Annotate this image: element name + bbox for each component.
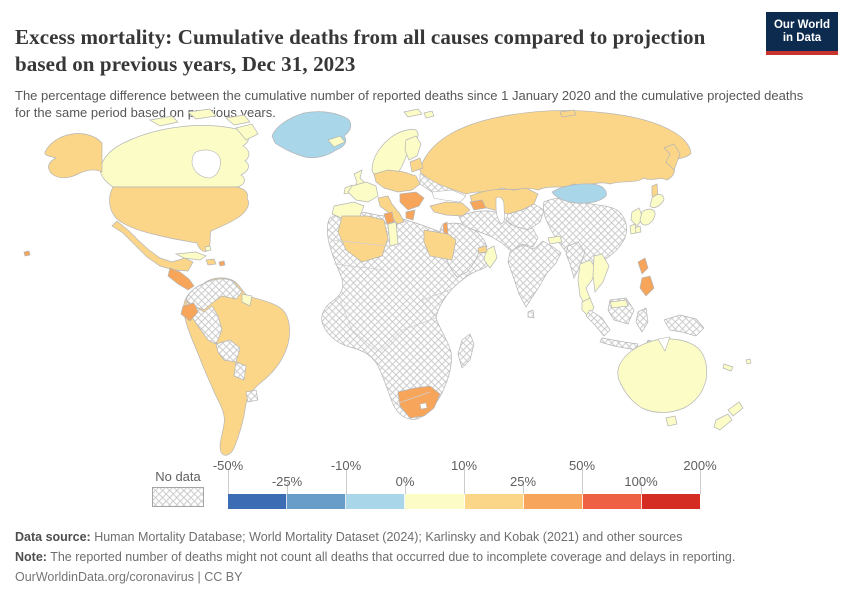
- region-finland[interactable]: [404, 135, 422, 161]
- region-philippines[interactable]: [637, 257, 655, 297]
- region-iran-afghanistan-pakistan[interactable]: [458, 210, 539, 252]
- region-greece[interactable]: [405, 209, 416, 221]
- legend-bin-3[interactable]: [405, 494, 465, 509]
- note-text: The reported number of deaths might not …: [46, 550, 736, 564]
- region-new-caledonia[interactable]: [722, 363, 734, 372]
- region-central-europe[interactable]: [373, 169, 421, 193]
- country-borders-overlay: [331, 225, 525, 405]
- caspian-sea: [495, 196, 505, 225]
- region-iceland[interactable]: [327, 135, 346, 148]
- region-balkans[interactable]: [399, 191, 425, 211]
- data-source-text: Human Mortality Database; World Mortalit…: [90, 530, 683, 544]
- region-ecuador[interactable]: [180, 302, 199, 322]
- region-thailand[interactable]: [577, 259, 597, 307]
- legend-bin-0[interactable]: [228, 494, 288, 509]
- region-guyana[interactable]: [241, 293, 253, 307]
- region-south-korea[interactable]: [630, 207, 644, 227]
- color-legend: -50% -25% -10% 0% 10% 25% 50% 100% 200%: [213, 458, 717, 510]
- legend-bin-7[interactable]: [641, 494, 700, 509]
- region-uae[interactable]: [477, 245, 488, 254]
- region-algeria[interactable]: [337, 215, 389, 263]
- region-vietnam-laos[interactable]: [592, 253, 610, 293]
- lesotho: [419, 402, 428, 410]
- region-caucasus[interactable]: [469, 199, 487, 211]
- region-fiji[interactable]: [745, 358, 752, 365]
- region-mexico[interactable]: [111, 220, 194, 272]
- region-libya-west[interactable]: [387, 221, 399, 247]
- hudson-bay: [191, 149, 221, 179]
- legend-color-bar: [228, 494, 700, 509]
- region-nepal[interactable]: [547, 235, 563, 245]
- region-puerto-rico[interactable]: [218, 260, 226, 267]
- region-alaska[interactable]: [44, 133, 103, 179]
- region-japan[interactable]: [633, 194, 665, 234]
- region-colombia-venezuela[interactable]: [185, 278, 243, 311]
- legend-bin-5[interactable]: [523, 494, 583, 509]
- region-new-siberian-islands[interactable]: [559, 109, 577, 118]
- region-java[interactable]: [599, 337, 639, 351]
- no-data-swatch[interactable]: [152, 487, 204, 507]
- chart-title: Excess mortality: Cumulative deaths from…: [15, 25, 706, 77]
- region-turkey[interactable]: [429, 201, 471, 217]
- region-greenland[interactable]: [271, 111, 352, 158]
- region-hispaniola[interactable]: [205, 258, 217, 266]
- region-france[interactable]: [347, 181, 379, 203]
- world-choropleth-map: [23, 108, 752, 456]
- gulf-of-carpentaria: [657, 336, 671, 352]
- region-mongolia[interactable]: [551, 183, 607, 204]
- no-data-label: No data: [155, 469, 201, 484]
- note-label: Note:: [15, 550, 47, 564]
- region-east-malaysia[interactable]: [609, 299, 629, 309]
- region-central-america[interactable]: [167, 267, 195, 291]
- data-source-label: Data source:: [15, 530, 91, 544]
- region-tasmania[interactable]: [665, 415, 678, 427]
- attribution-link[interactable]: OurWorldinData.org/coronavirus | CC BY: [15, 570, 243, 584]
- note-line: Note: The reported number of deaths migh…: [15, 547, 835, 567]
- region-united-states[interactable]: [109, 186, 249, 252]
- region-israel-jordan[interactable]: [442, 221, 449, 235]
- legend-bin-6[interactable]: [582, 494, 642, 509]
- region-taiwan[interactable]: [629, 223, 637, 235]
- black-sea: [431, 189, 467, 203]
- legend-no-data: No data: [149, 469, 207, 507]
- region-south-africa[interactable]: [397, 385, 441, 419]
- region-paraguay[interactable]: [233, 361, 247, 381]
- data-source-line: Data source: Human Mortality Database; W…: [15, 527, 835, 547]
- legend-bin-2[interactable]: [346, 494, 406, 509]
- region-uruguay[interactable]: [245, 389, 259, 403]
- region-india[interactable]: [507, 240, 562, 308]
- region-tunisia[interactable]: [383, 211, 395, 225]
- region-russia[interactable]: [419, 110, 692, 195]
- region-myanmar[interactable]: [565, 241, 586, 279]
- chart-footer: Data source: Human Mortality Database; W…: [15, 527, 835, 587]
- region-kamchatka[interactable]: [663, 143, 681, 171]
- legend-bin-4[interactable]: [464, 494, 524, 509]
- region-sri-lanka[interactable]: [527, 309, 535, 319]
- owid-logo-line2: in Data: [782, 32, 822, 44]
- owid-logo-accent-bar: [766, 51, 838, 55]
- region-bahamas[interactable]: [204, 245, 212, 252]
- region-australia[interactable]: [617, 338, 708, 413]
- owid-logo-line1: Our World: [773, 19, 830, 31]
- region-sumatra[interactable]: [585, 309, 611, 337]
- region-new-guinea[interactable]: [663, 314, 705, 337]
- region-hawaii[interactable]: [23, 250, 31, 257]
- legend-bin-1[interactable]: [287, 494, 347, 509]
- region-cuba[interactable]: [174, 251, 207, 261]
- region-madagascar[interactable]: [457, 333, 475, 369]
- region-svalbard[interactable]: [403, 108, 435, 119]
- region-italy[interactable]: [377, 195, 405, 225]
- region-canadian-arctic-islands[interactable]: [149, 108, 259, 141]
- region-new-zealand[interactable]: [713, 401, 744, 431]
- region-canada[interactable]: [99, 125, 250, 188]
- region-sulawesi[interactable]: [635, 307, 649, 333]
- owid-logo[interactable]: Our World in Data: [766, 12, 838, 55]
- region-baltics[interactable]: [409, 157, 424, 173]
